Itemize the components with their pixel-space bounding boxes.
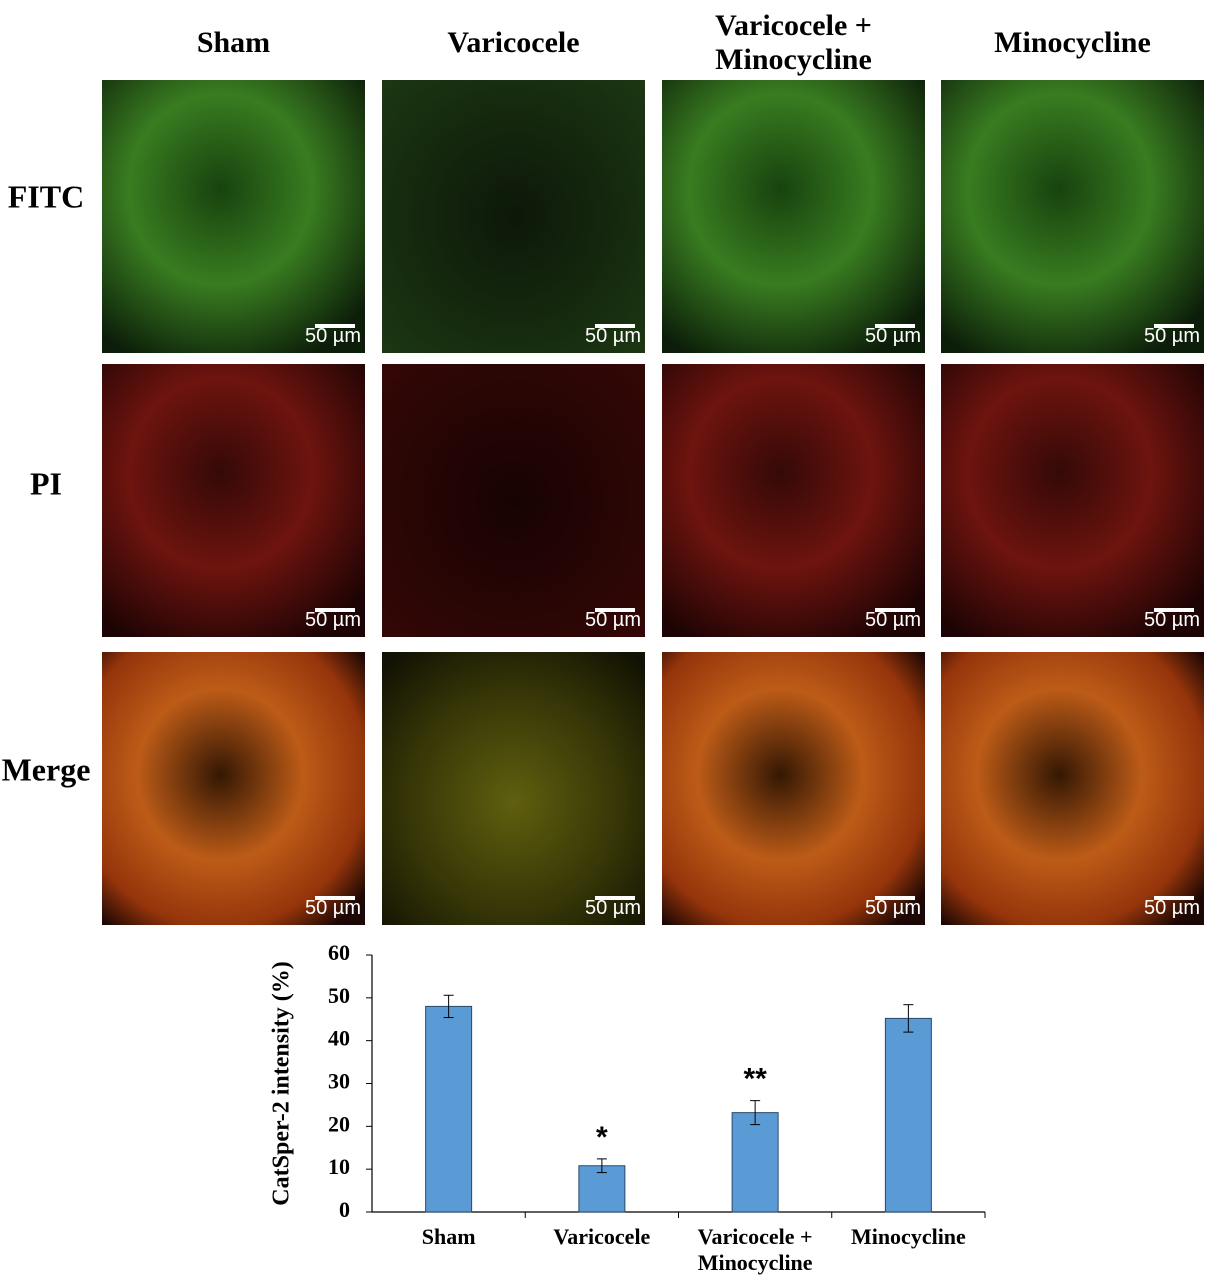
bar [884,1017,932,1213]
micrograph-signal [102,364,365,637]
micrograph-signal [102,80,365,353]
y-tick-label: 20 [328,1111,350,1136]
scale-bar-label: 50 µm [1144,897,1200,919]
scale-bar-label: 50 µm [585,325,641,347]
micrograph-signal [382,80,645,353]
scale-bar-label: 50 µm [585,897,641,919]
scale-bar-label: 50 µm [1144,609,1200,631]
row-label: FITC [8,178,84,214]
scale-bar-label: 50 µm [865,609,921,631]
scale-bar-label: 50 µm [865,325,921,347]
bar [731,1112,779,1213]
micrograph-signal [941,80,1204,353]
row-label: PI [30,465,62,501]
y-tick-label: 10 [328,1154,350,1179]
scale-bar-label: 50 µm [1144,325,1200,347]
bar [578,1165,626,1213]
micrograph-signal [662,652,925,925]
micrograph-signal [941,652,1204,925]
scale-bar-label: 50 µm [305,325,361,347]
y-axis-label: CatSper-2 intensity (%) [269,961,295,1205]
micrograph-signal [941,364,1204,637]
micrograph-signal [382,652,645,925]
micrograph-signal [102,652,365,925]
column-header: Varicocele + Minocycline [715,9,872,76]
y-tick-label: 60 [328,940,350,965]
micrograph-signal [382,364,645,637]
scale-bar-label: 50 µm [305,609,361,631]
significance-mark: * [596,1121,608,1154]
y-tick-label: 30 [328,1069,350,1094]
y-tick-label: 50 [328,983,350,1008]
x-tick-label: Varicocele [553,1224,651,1249]
micrograph-signal [662,80,925,353]
significance-mark: ** [743,1063,767,1096]
x-tick-label: Varicocele + Minocycline [697,1224,813,1275]
row-label: Merge [2,751,91,787]
column-header: Varicocele [447,26,580,59]
x-tick-label: Minocycline [850,1224,966,1249]
y-tick-label: 0 [339,1197,350,1222]
scale-bar-label: 50 µm [865,897,921,919]
micrograph-signal [662,364,925,637]
scale-bar-label: 50 µm [305,897,361,919]
bar [425,1005,473,1213]
y-tick-label: 40 [328,1026,350,1051]
column-header: Minocycline [994,26,1151,59]
x-tick-label: Sham [421,1224,476,1249]
column-header: Sham [196,26,271,59]
scale-bar-label: 50 µm [585,609,641,631]
